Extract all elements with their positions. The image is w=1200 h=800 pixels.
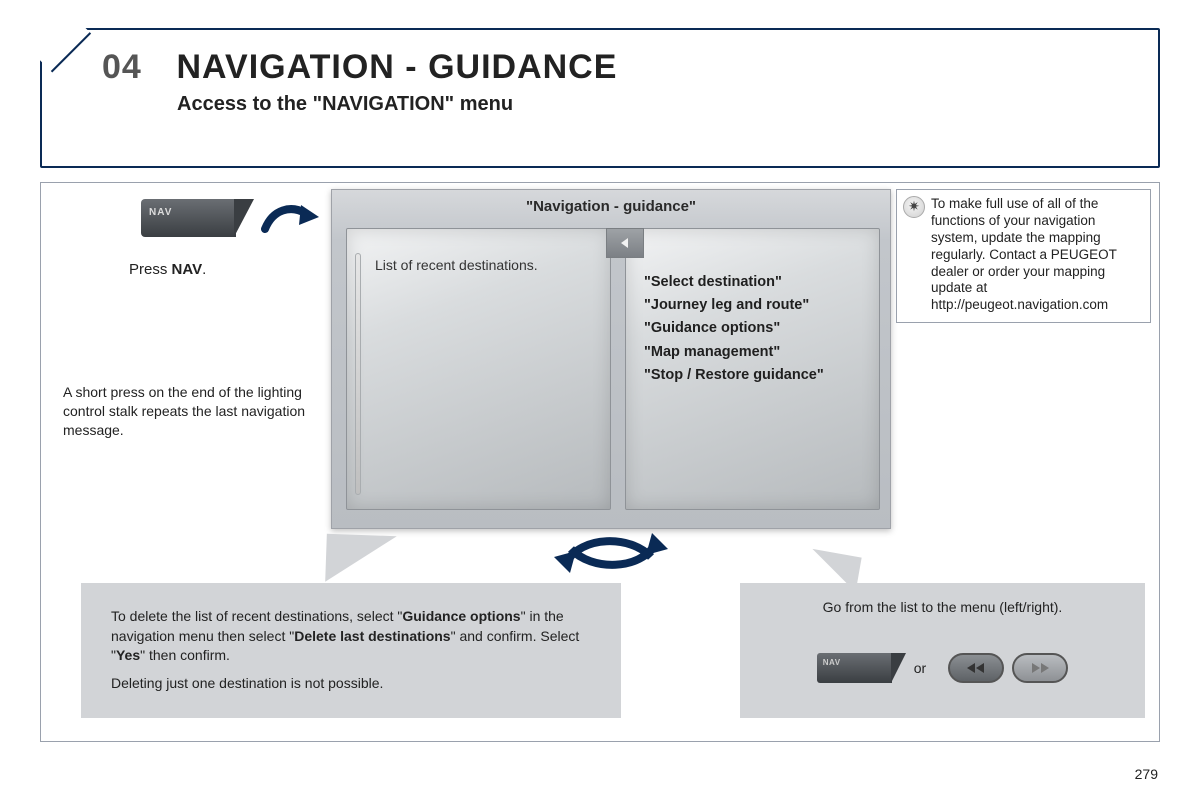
forward-button[interactable]: [1012, 653, 1068, 683]
screen-title: "Navigation - guidance": [332, 190, 890, 225]
callout-pointer-left: [325, 534, 397, 584]
arrow-buttons-group: [948, 653, 1068, 683]
scrollbar[interactable]: [355, 253, 361, 495]
nav-physical-button[interactable]: NAV: [141, 199, 236, 237]
chapter-header: 04 NAVIGATION - GUIDANCE Access to the "…: [40, 28, 1160, 168]
menu-item-journey-leg[interactable]: "Journey leg and route": [644, 294, 869, 317]
menu-item-map-management[interactable]: "Map management": [644, 341, 869, 364]
nav-screen: "Navigation - guidance" List of recent d…: [331, 189, 891, 529]
chapter-title: NAVIGATION - GUIDANCE: [176, 48, 617, 87]
recent-destinations-pane[interactable]: List of recent destinations.: [346, 228, 611, 510]
page-number: 279: [1135, 766, 1158, 782]
navigate-controls-row: NAV or: [758, 653, 1127, 683]
arrow-right-icon: [261, 199, 321, 239]
info-box: ✷ To make full use of all of the functio…: [896, 189, 1151, 323]
navigate-hint-box: Go from the list to the menu (left/right…: [740, 583, 1145, 718]
press-nav-prefix: Press: [129, 261, 172, 278]
recent-destinations-label: List of recent destinations.: [375, 257, 598, 273]
triangle-left-icon[interactable]: [606, 228, 644, 258]
nav-button-small-label: NAV: [823, 658, 841, 667]
menu-item-guidance-options[interactable]: "Guidance options": [644, 317, 869, 340]
info-text: To make full use of all of the functions…: [931, 196, 1117, 312]
menu-pane[interactable]: "Select destination" "Journey leg and ro…: [625, 228, 880, 510]
chapter-subtitle: Access to the "NAVIGATION" menu: [177, 93, 1128, 116]
page-frame: 04 NAVIGATION - GUIDANCE Access to the "…: [40, 28, 1160, 760]
delete-instructions-box: To delete the list of recent destination…: [81, 583, 621, 718]
delete-instructions-line2: Deleting just one destination is not pos…: [111, 674, 599, 694]
or-label: or: [914, 660, 926, 676]
screen-inner: List of recent destinations. "Select des…: [346, 228, 880, 510]
press-nav-instruction: Press NAV.: [129, 261, 206, 278]
rewind-button[interactable]: [948, 653, 1004, 683]
menu-item-select-destination[interactable]: "Select destination": [644, 271, 869, 294]
content-box: NAV Press NAV. "Navigation - guidance" L…: [40, 182, 1160, 742]
nav-button-label: NAV: [149, 207, 172, 218]
press-nav-suffix: .: [202, 261, 206, 278]
stalk-note: A short press on the end of the lighting…: [63, 383, 323, 440]
chapter-number: 04: [102, 48, 172, 87]
curl-arrows-icon: [546, 523, 676, 583]
bulb-icon: ✷: [903, 196, 925, 218]
nav-button-small[interactable]: NAV: [817, 653, 892, 683]
navigate-hint-text: Go from the list to the menu (left/right…: [758, 599, 1127, 615]
menu-list: "Select destination" "Journey leg and ro…: [626, 229, 879, 397]
press-nav-bold: NAV: [172, 261, 203, 278]
delete-instructions-line1: To delete the list of recent destination…: [111, 607, 599, 666]
menu-item-stop-restore[interactable]: "Stop / Restore guidance": [644, 364, 869, 387]
